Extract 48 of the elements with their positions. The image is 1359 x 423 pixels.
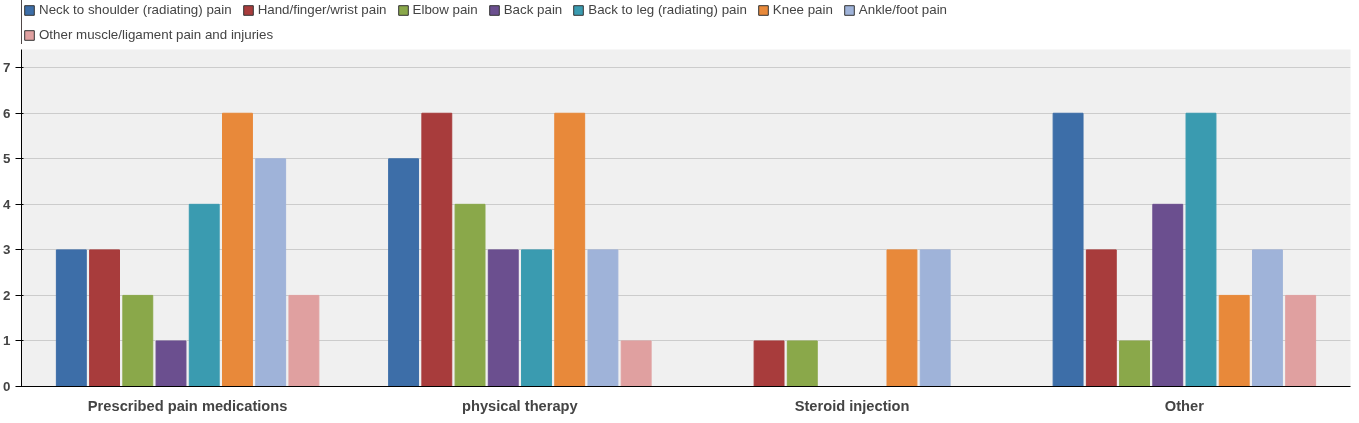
x-tick-label: physical therapy: [462, 397, 579, 414]
x-tick-label: Other: [1164, 397, 1205, 414]
bar: [1119, 340, 1150, 387]
bar: [421, 112, 453, 387]
y-tick-label: 6: [3, 105, 11, 121]
legend-label: Back pain: [503, 2, 563, 17]
bar: [222, 112, 253, 387]
bar: [388, 158, 420, 387]
bar: [620, 340, 652, 387]
y-tick-label: 4: [3, 196, 12, 212]
legend-label: Neck to shoulder (radiating) pain: [39, 2, 232, 17]
x-tick-label: Steroid injection: [794, 397, 910, 414]
bar: [487, 249, 519, 387]
y-tick-label: 1: [3, 333, 12, 349]
bar: [886, 249, 918, 387]
y-tick-label: 7: [3, 60, 11, 76]
y-tick-label: 2: [3, 287, 11, 303]
bar: [1085, 249, 1117, 387]
bar: [587, 249, 619, 387]
bar: [1185, 112, 1217, 387]
bar: [753, 340, 785, 387]
bar: [1152, 203, 1184, 387]
x-tick-label: Prescribed pain medications: [87, 397, 288, 414]
y-tick-label: 0: [3, 379, 11, 394]
legend-label: Hand/finger/wrist pain: [257, 2, 387, 17]
bar: [89, 249, 121, 387]
bar: [1218, 294, 1250, 387]
bar: [1285, 294, 1317, 387]
bar: [288, 294, 320, 387]
legend-label: Knee pain: [772, 2, 833, 17]
bar: [786, 340, 818, 387]
bar: [255, 158, 287, 387]
bar: [454, 203, 486, 387]
legend-label: Back to leg (radiating) pain: [588, 2, 747, 17]
bar: [55, 249, 87, 387]
y-tick-label: 3: [3, 242, 11, 258]
legend-label: Elbow pain: [412, 2, 478, 17]
bar: [122, 294, 154, 387]
bar: [1251, 249, 1283, 387]
bar: [1052, 112, 1084, 387]
bar: [155, 340, 187, 387]
bar: [554, 112, 586, 387]
legend-label: Other muscle/ligament pain and injuries: [39, 27, 274, 42]
bar: [188, 203, 220, 387]
bar: [521, 249, 552, 387]
legend-label: Ankle/foot pain: [858, 2, 948, 17]
bar: [919, 249, 951, 387]
y-tick-label: 5: [3, 151, 12, 167]
